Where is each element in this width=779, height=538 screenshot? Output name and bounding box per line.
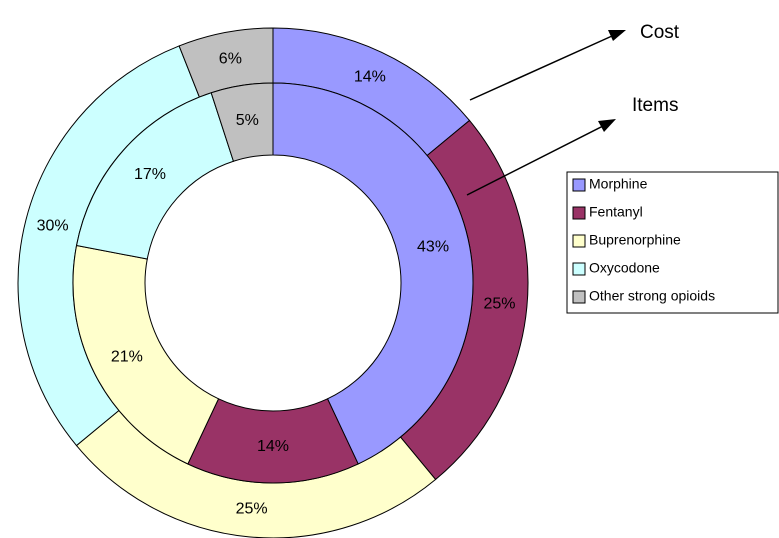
legend-box: [566, 171, 779, 314]
legend-swatch: [572, 234, 586, 248]
slice: [272, 82, 474, 465]
legend-label: Buprenorphine: [589, 232, 681, 248]
legend-swatch: [572, 178, 586, 192]
legend-label: Morphine: [589, 176, 648, 192]
arrow-head: [598, 119, 616, 132]
ring-annotation: Items: [632, 95, 678, 116]
legend-label: Oxycodone: [589, 260, 660, 276]
arrow-line: [466, 125, 604, 196]
data-label: 5%: [236, 112, 259, 129]
legend-label: Other strong opioids: [589, 288, 715, 304]
arrow-head: [608, 30, 626, 41]
legend-swatch: [572, 262, 586, 276]
data-label: 30%: [37, 218, 69, 235]
arrow-line: [469, 35, 613, 101]
rings: 14% 25% 25% 30% 6% 43% 14% 21% 17% 5%: [17, 27, 529, 538]
data-label: 21%: [111, 349, 143, 366]
legend: Morphine Fentanyl Buprenorphine Oxycodone Ot…: [572, 176, 715, 304]
data-label: 6%: [219, 51, 242, 68]
data-label: 43%: [417, 238, 449, 255]
legend-swatch: [572, 206, 586, 220]
data-label: 25%: [483, 296, 515, 313]
data-label: 14%: [354, 68, 386, 85]
data-label: 25%: [236, 501, 268, 518]
slice: [72, 244, 220, 465]
data-label: 17%: [134, 166, 166, 183]
slice: [210, 82, 274, 162]
ring-annotation: Cost: [640, 22, 680, 43]
data-label: 14%: [257, 438, 289, 455]
legend-label: Fentanyl: [589, 204, 643, 220]
legend-swatch: [572, 290, 586, 304]
